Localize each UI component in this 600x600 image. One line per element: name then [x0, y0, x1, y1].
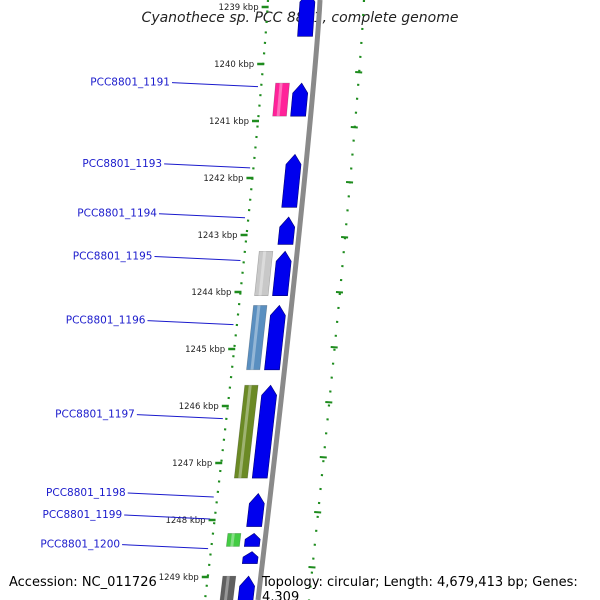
cog-block	[233, 384, 259, 479]
gene-label: PCC8801_1191	[90, 77, 170, 89]
cog-highlight	[223, 576, 230, 600]
cog-block	[219, 575, 237, 600]
gene-arrow	[264, 304, 286, 371]
gene-arrow	[281, 153, 302, 208]
gene-label: PCC8801_1193	[82, 158, 162, 170]
gene-label: PCC8801_1199	[42, 509, 122, 521]
gene-label: PCC8801_1196	[66, 315, 146, 327]
gc-skew-dash	[345, 181, 354, 184]
gc-skew-dash	[341, 236, 349, 239]
cog-highlight	[250, 305, 261, 370]
gene-arrow	[241, 551, 259, 564]
gene-arrow	[277, 216, 296, 245]
gene-label-connector	[164, 163, 251, 169]
gene-label: PCC8801_1197	[55, 409, 135, 421]
gene-label-connector	[136, 414, 223, 420]
cog-highlight	[258, 251, 267, 296]
accession-text: Accession: NC_011726	[9, 575, 157, 590]
kbp-tick-label: 1247 kbp	[172, 459, 212, 469]
cog-highlight	[238, 385, 252, 479]
cog-block	[246, 305, 268, 371]
gene-label: PCC8801_1200	[40, 539, 120, 551]
gene-label-connector	[147, 320, 234, 326]
gc-skew-dash	[308, 566, 316, 569]
gene-arrow	[290, 82, 309, 117]
gc-skew-dash	[355, 71, 363, 74]
gc-skew-dash	[350, 126, 358, 129]
kbp-tick-label: 1242 kbp	[203, 174, 243, 184]
gene-label-connector	[171, 82, 259, 88]
kbp-tick-label: 1249 kbp	[159, 573, 199, 583]
gc-track-outer	[307, 0, 366, 600]
gene-arrow	[237, 575, 255, 600]
gene-label: PCC8801_1195	[73, 250, 153, 262]
gc-skew-dash	[335, 291, 344, 294]
gene-label-connector	[154, 255, 241, 261]
kbp-tick-label: 1244 kbp	[191, 288, 231, 298]
kbp-tick-label: 1239 kbp	[219, 3, 259, 13]
kbp-tick-label: 1246 kbp	[179, 402, 219, 412]
kbp-tick-label: 1240 kbp	[214, 60, 254, 70]
kbp-tick-label: 1241 kbp	[209, 117, 249, 127]
gc-skew-dash	[325, 401, 333, 404]
gene-arrow	[272, 250, 292, 296]
gene-label: PCC8801_1194	[77, 208, 157, 220]
gene-label: PCC8801_1198	[46, 487, 126, 499]
gene-label-connector	[158, 213, 246, 219]
gene-label-connector	[122, 544, 209, 550]
gene-arrow	[297, 0, 316, 37]
cog-highlight	[230, 533, 235, 547]
gc-skew-dash	[314, 511, 322, 514]
genome-backbone	[255, 0, 323, 600]
gene-label-connector	[127, 492, 214, 498]
kbp-tick-label: 1248 kbp	[165, 516, 205, 526]
genome-stats-text: Topology: circular; Length: 4,679,413 bp…	[262, 575, 578, 600]
gene-arrow	[243, 533, 261, 547]
gc-skew-dash	[319, 456, 327, 459]
cog-highlight	[276, 83, 283, 117]
gene-arrow	[246, 492, 265, 527]
kbp-tick-label: 1245 kbp	[185, 345, 225, 355]
gene-arrow	[251, 384, 277, 479]
gene-label-connector	[124, 514, 211, 520]
gc-skew-dash	[330, 346, 338, 349]
cog-block	[254, 250, 274, 296]
cog-block	[225, 533, 242, 547]
cog-block	[272, 82, 290, 117]
kbp-tick-label: 1243 kbp	[197, 231, 237, 241]
